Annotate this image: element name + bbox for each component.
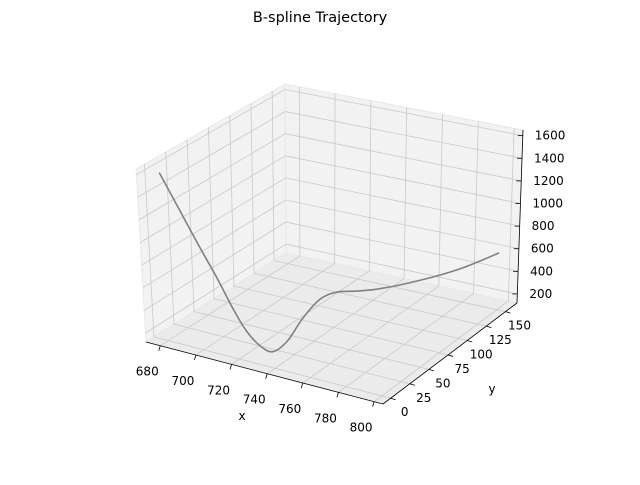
grid-line-y — [229, 115, 468, 341]
z-tick-label: 1400 — [534, 151, 565, 165]
grid-line-y — [250, 103, 487, 327]
grid-line-z — [145, 243, 518, 334]
z-tick-label: 600 — [531, 242, 554, 256]
x-tick — [194, 354, 197, 361]
x-tick-label: 700 — [171, 374, 194, 388]
grid-line-y — [208, 127, 449, 356]
x-tick — [229, 364, 232, 370]
y-tick — [409, 383, 415, 386]
grid-line-x — [302, 114, 443, 384]
x-tick — [265, 373, 268, 379]
x-tick — [336, 392, 339, 398]
z-tick-label: 1600 — [535, 129, 566, 143]
grid-line-z — [138, 133, 522, 221]
grid-line-x — [338, 121, 479, 393]
grid-line-y — [271, 91, 506, 313]
trajectory-line — [158, 172, 500, 353]
grid-line-z — [136, 89, 523, 176]
z-tick-label: 200 — [529, 287, 552, 301]
z-axis-line — [516, 129, 524, 304]
x-axis: 680 700 720 740 760 780 800 — [136, 341, 384, 435]
y-tick-label: 75 — [454, 362, 469, 376]
y-tick-label: 150 — [508, 319, 531, 333]
z-tick-label: 400 — [530, 264, 553, 278]
x-axis-label: x — [238, 409, 245, 423]
grid-line-z — [137, 111, 523, 198]
z-axis: 200 400 600 800 1000 1200 1400 1600 — [512, 129, 566, 304]
grid-line-z — [139, 155, 521, 243]
x-axis-line — [145, 341, 384, 405]
z-tick-label: 1200 — [533, 174, 564, 188]
x-tick-label: 720 — [207, 383, 230, 397]
y-tick — [467, 340, 473, 343]
y-axis-label: y — [488, 382, 495, 396]
x-tick-label: 780 — [314, 411, 337, 425]
y-tick — [505, 311, 511, 314]
x-tick — [300, 382, 304, 389]
z-tick-label: 800 — [532, 219, 555, 233]
axis-panes — [135, 83, 524, 405]
y-tick — [447, 354, 454, 357]
x-tick-label: 680 — [136, 365, 159, 379]
grid-line-z — [141, 177, 520, 266]
chart-title: B-spline Trajectory — [253, 10, 388, 26]
x-tick — [158, 345, 161, 351]
z-tick-label: 1000 — [532, 196, 563, 210]
grid-line-y — [165, 151, 410, 385]
grid-lines — [136, 86, 523, 403]
y-tick — [390, 397, 396, 401]
y-tick-label: 125 — [489, 333, 512, 347]
x-tick-label: 760 — [278, 402, 301, 416]
grid-line-x — [160, 86, 301, 347]
x-tick — [372, 401, 375, 407]
y-tick-label: 0 — [401, 405, 409, 419]
grid-line-y — [186, 139, 429, 370]
grid-line-x — [231, 100, 372, 365]
x-tick-label: 740 — [243, 393, 266, 407]
y-tick-label: 25 — [416, 391, 431, 405]
grid-line-x — [266, 107, 408, 375]
grid-line-x — [373, 128, 515, 403]
grid-line-z — [142, 199, 519, 289]
y-axis-line — [382, 302, 518, 405]
grid-line-y — [144, 164, 391, 399]
x-tick-label: 800 — [350, 421, 373, 435]
y-tick — [486, 325, 492, 328]
y-tick-label: 50 — [435, 376, 450, 390]
series-group — [158, 172, 500, 353]
y-tick — [428, 368, 435, 372]
grid-line-z — [143, 221, 519, 311]
y-tick-label: 100 — [470, 348, 493, 362]
